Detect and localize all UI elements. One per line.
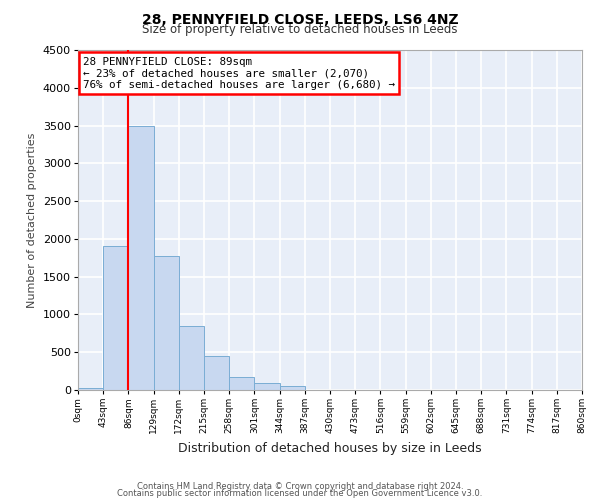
Text: Contains public sector information licensed under the Open Government Licence v3: Contains public sector information licen… (118, 490, 482, 498)
Bar (78, 388, 103, 390)
Text: 28 PENNYFIELD CLOSE: 89sqm
← 23% of detached houses are smaller (2,070)
76% of s: 28 PENNYFIELD CLOSE: 89sqm ← 23% of deta… (83, 57, 395, 90)
Bar (128, 126, 154, 390)
Text: Size of property relative to detached houses in Leeds: Size of property relative to detached ho… (142, 22, 458, 36)
Y-axis label: Number of detached properties: Number of detached properties (28, 132, 37, 308)
Text: Contains HM Land Registry data © Crown copyright and database right 2024.: Contains HM Land Registry data © Crown c… (137, 482, 463, 491)
Bar (103, 246, 128, 390)
X-axis label: Distribution of detached houses by size in Leeds: Distribution of detached houses by size … (178, 442, 482, 454)
Bar (280, 386, 305, 390)
Bar (179, 326, 204, 390)
Text: 28, PENNYFIELD CLOSE, LEEDS, LS6 4NZ: 28, PENNYFIELD CLOSE, LEEDS, LS6 4NZ (142, 12, 458, 26)
Bar (254, 383, 280, 390)
Bar (204, 356, 229, 390)
Bar (154, 256, 179, 390)
Bar (229, 377, 254, 390)
